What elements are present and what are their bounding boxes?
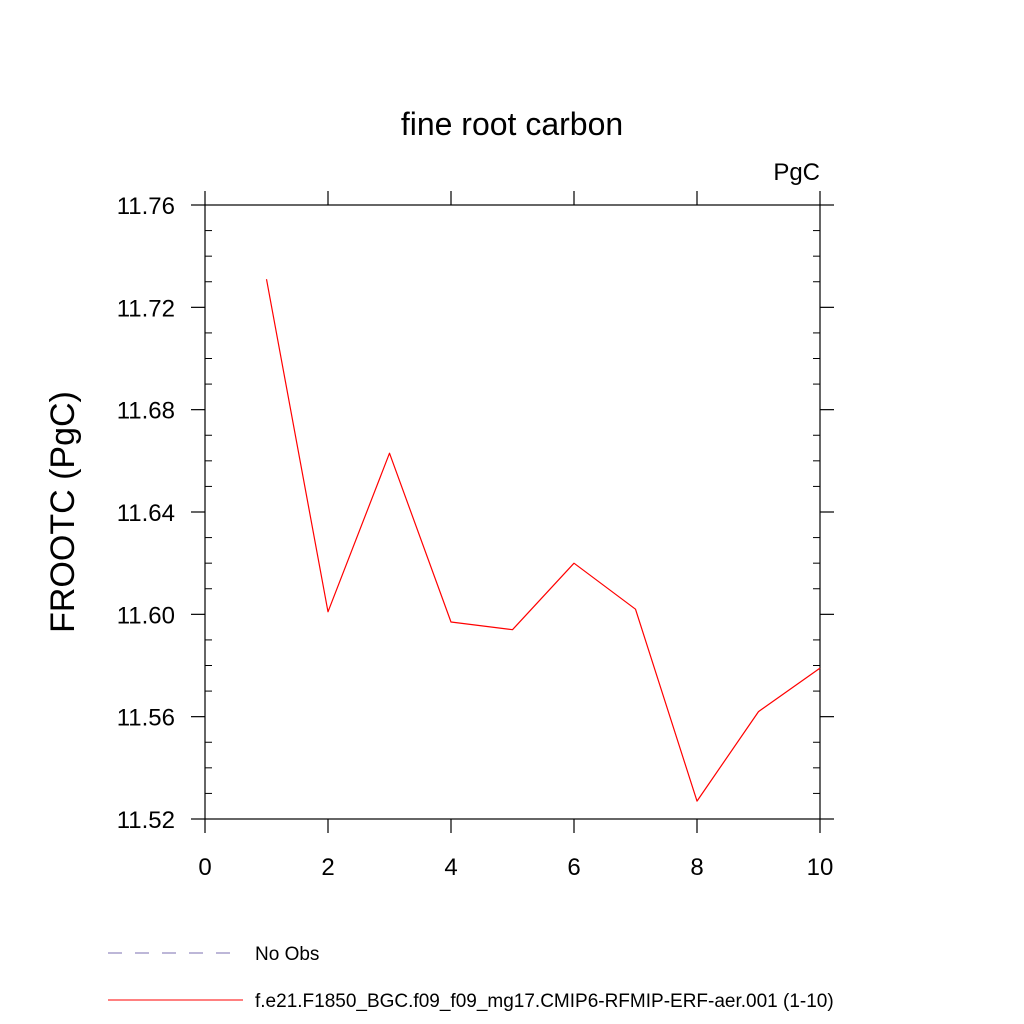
x-tick-label: 10 — [807, 854, 834, 881]
x-tick-label: 6 — [567, 854, 580, 881]
x-tick-label: 2 — [321, 854, 334, 881]
series-line — [265, 279, 821, 802]
chart-title: fine root carbon — [401, 106, 623, 142]
y-tick-label: 11.64 — [117, 500, 175, 527]
legend-label-series: f.e21.F1850_BGC.f09_f09_mg17.CMIP6-RFMIP… — [255, 991, 834, 1012]
series-layer — [265, 279, 821, 802]
legend: No Obs f.e21.F1850_BGC.f09_f09_mg17.CMIP… — [108, 944, 834, 1012]
tick-labels: 0 2 4 6 8 10 11.52 11.56 11.60 11.64 11.68 11.72 11.… — [117, 193, 834, 881]
axis-ticks — [191, 191, 834, 833]
x-tick-label: 0 — [198, 854, 211, 881]
y-tick-label: 11.76 — [117, 193, 175, 220]
units-label: PgC — [773, 159, 820, 186]
plot-frame — [204, 204, 821, 820]
y-tick-label: 11.52 — [117, 807, 175, 834]
y-tick-label: 11.60 — [117, 602, 175, 629]
y-axis-label: FROOTC (PgC) — [44, 391, 82, 633]
x-tick-label: 4 — [444, 854, 457, 881]
legend-label-no-obs: No Obs — [255, 944, 319, 965]
y-tick-label: 11.56 — [117, 705, 175, 732]
x-tick-label: 8 — [690, 854, 703, 881]
y-tick-label: 11.72 — [117, 295, 175, 322]
y-tick-label: 11.68 — [117, 398, 175, 425]
